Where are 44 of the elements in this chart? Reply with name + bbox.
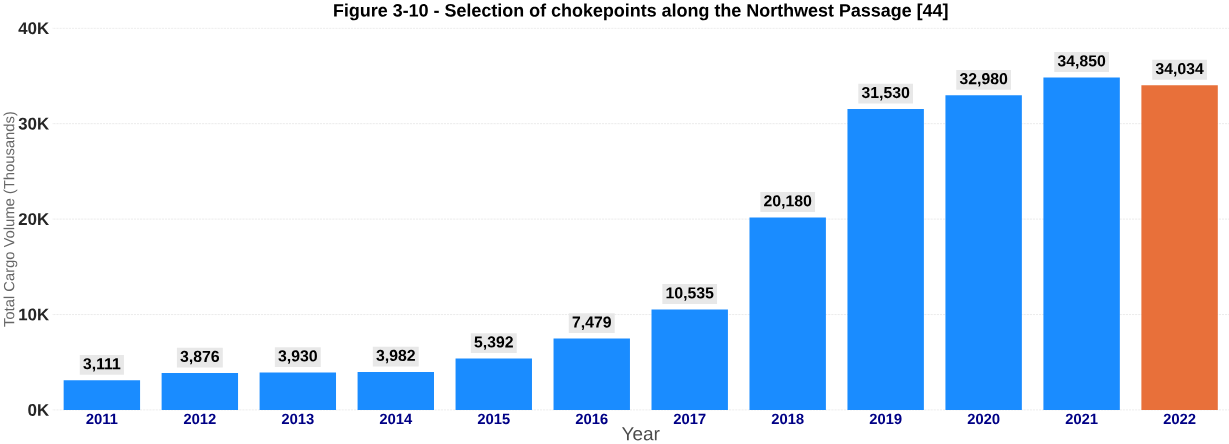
x-tick-label: 2012 xyxy=(183,413,216,425)
bar xyxy=(651,309,728,410)
bar xyxy=(357,371,434,410)
bar xyxy=(259,372,337,410)
bar xyxy=(749,217,826,410)
data-label: 34,850 xyxy=(1057,55,1106,69)
x-tick-label: 2013 xyxy=(281,413,314,425)
bar xyxy=(1043,77,1120,410)
y-tick-label: 30K xyxy=(18,117,49,130)
x-tick-label: 2014 xyxy=(379,413,413,425)
bar xyxy=(63,380,141,410)
y-axis-title: Total Cargo Volume (Thousands) xyxy=(3,112,18,327)
x-tick-label: 2011 xyxy=(86,413,118,425)
data-label: 32,980 xyxy=(959,73,1008,87)
data-label: 7,479 xyxy=(572,316,611,330)
x-tick-label: 2017 xyxy=(673,413,706,425)
bar xyxy=(1141,85,1218,410)
data-label: 3,111 xyxy=(83,358,121,372)
x-tick-label: 2022 xyxy=(1163,413,1196,425)
bar xyxy=(945,95,1022,410)
x-tick-label: 2018 xyxy=(771,413,804,425)
x-tick-label: 2021 xyxy=(1065,413,1098,425)
bar xyxy=(847,109,924,410)
x-axis-title: Year xyxy=(621,427,660,441)
x-tick-label: 2019 xyxy=(869,413,902,425)
x-tick-label: 2015 xyxy=(477,413,510,425)
data-label: 31,530 xyxy=(861,86,910,101)
x-tick-label: 2020 xyxy=(967,413,1000,425)
bar xyxy=(161,373,239,410)
y-tick-label: 0K xyxy=(28,404,49,416)
bar xyxy=(455,358,532,410)
chart-title: Figure 3-10 - Selection of chokepoints along the Northwest Passage [44] xyxy=(334,3,948,21)
y-tick-label: 10K xyxy=(19,308,49,321)
data-label: 3,930 xyxy=(278,350,317,364)
data-label: 20,180 xyxy=(764,195,812,209)
x-tick-label: 2016 xyxy=(575,413,608,425)
data-label: 3,982 xyxy=(376,349,415,364)
data-label: 34,034 xyxy=(1155,63,1204,77)
data-label: 5,392 xyxy=(474,336,513,350)
y-tick-label: 40K xyxy=(18,22,49,35)
bar xyxy=(553,338,630,410)
y-tick-label: 20K xyxy=(18,213,49,226)
data-label: 3,876 xyxy=(180,350,220,365)
data-label: 10,535 xyxy=(666,287,714,301)
